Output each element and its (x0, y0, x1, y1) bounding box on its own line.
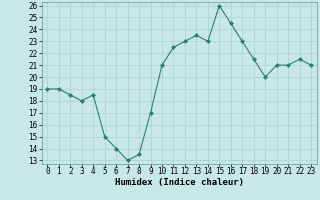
X-axis label: Humidex (Indice chaleur): Humidex (Indice chaleur) (115, 178, 244, 187)
